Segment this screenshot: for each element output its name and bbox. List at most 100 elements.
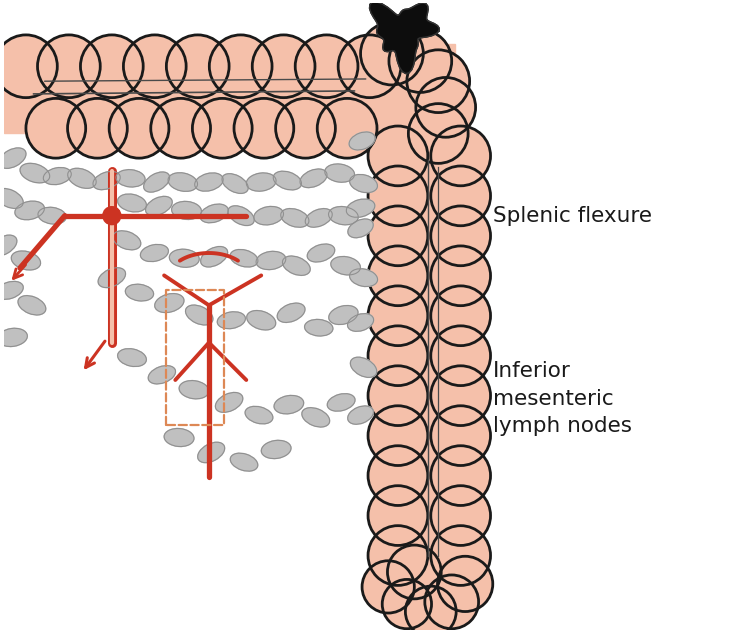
Ellipse shape	[168, 173, 198, 191]
Circle shape	[368, 366, 428, 425]
Ellipse shape	[0, 235, 17, 256]
Ellipse shape	[247, 173, 276, 191]
Circle shape	[407, 50, 470, 113]
Circle shape	[81, 35, 143, 97]
Circle shape	[368, 525, 428, 586]
Ellipse shape	[15, 201, 44, 220]
Ellipse shape	[348, 313, 373, 331]
Circle shape	[406, 586, 456, 633]
Ellipse shape	[325, 164, 354, 182]
Circle shape	[431, 446, 491, 506]
Ellipse shape	[11, 251, 41, 270]
Ellipse shape	[20, 163, 50, 183]
Circle shape	[425, 575, 479, 629]
Ellipse shape	[228, 206, 254, 225]
Circle shape	[103, 207, 121, 225]
Circle shape	[431, 286, 491, 346]
Circle shape	[276, 98, 336, 158]
Ellipse shape	[93, 172, 120, 190]
Circle shape	[68, 98, 127, 158]
Text: Inferior
mesenteric
lymph nodes: Inferior mesenteric lymph nodes	[493, 361, 632, 436]
Polygon shape	[369, 2, 440, 73]
Circle shape	[431, 525, 491, 586]
Ellipse shape	[200, 204, 228, 223]
Bar	[4, 63, 385, 134]
Ellipse shape	[195, 173, 223, 191]
Ellipse shape	[217, 312, 245, 329]
Ellipse shape	[302, 408, 329, 427]
Circle shape	[431, 166, 491, 226]
Ellipse shape	[146, 196, 172, 215]
Ellipse shape	[113, 231, 141, 250]
Circle shape	[368, 246, 428, 306]
Ellipse shape	[140, 244, 168, 261]
Ellipse shape	[116, 170, 145, 187]
Circle shape	[382, 579, 431, 629]
Ellipse shape	[43, 168, 72, 185]
Circle shape	[38, 35, 100, 97]
Ellipse shape	[198, 442, 225, 463]
Ellipse shape	[38, 207, 66, 224]
Bar	[394, 148, 462, 563]
Ellipse shape	[164, 429, 194, 446]
Ellipse shape	[327, 394, 355, 411]
Ellipse shape	[348, 406, 373, 424]
Circle shape	[431, 206, 491, 266]
Circle shape	[317, 98, 377, 158]
Ellipse shape	[0, 189, 23, 208]
Circle shape	[192, 98, 252, 158]
Ellipse shape	[247, 311, 276, 330]
Ellipse shape	[230, 249, 258, 267]
Ellipse shape	[170, 249, 199, 267]
Circle shape	[124, 35, 186, 97]
Circle shape	[0, 35, 57, 97]
Circle shape	[368, 286, 428, 346]
Ellipse shape	[274, 396, 304, 414]
Ellipse shape	[185, 305, 213, 325]
Ellipse shape	[0, 148, 26, 168]
Circle shape	[368, 126, 428, 185]
Circle shape	[431, 246, 491, 306]
Ellipse shape	[245, 406, 273, 424]
Ellipse shape	[0, 329, 27, 346]
Ellipse shape	[254, 206, 284, 225]
Circle shape	[234, 98, 294, 158]
Circle shape	[360, 22, 423, 85]
Ellipse shape	[144, 172, 170, 192]
Ellipse shape	[68, 168, 97, 189]
Ellipse shape	[256, 251, 286, 270]
Circle shape	[431, 406, 491, 465]
Circle shape	[431, 486, 491, 546]
Ellipse shape	[230, 453, 258, 471]
Circle shape	[437, 556, 493, 611]
Circle shape	[368, 406, 428, 465]
Circle shape	[338, 35, 401, 97]
Ellipse shape	[280, 209, 309, 227]
Circle shape	[151, 98, 210, 158]
Circle shape	[368, 166, 428, 226]
Ellipse shape	[155, 294, 184, 313]
Bar	[385, 44, 455, 141]
Text: Splenic flexure: Splenic flexure	[493, 206, 651, 225]
Circle shape	[431, 126, 491, 185]
Circle shape	[26, 98, 86, 158]
Ellipse shape	[18, 296, 46, 315]
Ellipse shape	[350, 175, 378, 192]
Ellipse shape	[125, 284, 154, 301]
Ellipse shape	[149, 366, 176, 384]
Circle shape	[368, 446, 428, 506]
Ellipse shape	[346, 199, 375, 217]
Ellipse shape	[201, 246, 228, 267]
Ellipse shape	[349, 132, 375, 150]
Ellipse shape	[0, 282, 23, 299]
Circle shape	[431, 366, 491, 425]
Ellipse shape	[348, 219, 373, 238]
Circle shape	[167, 35, 229, 97]
Circle shape	[389, 30, 452, 92]
Ellipse shape	[329, 306, 358, 325]
Ellipse shape	[329, 206, 358, 225]
Ellipse shape	[283, 256, 310, 275]
Ellipse shape	[307, 244, 335, 262]
Circle shape	[388, 545, 441, 599]
Ellipse shape	[331, 256, 360, 275]
